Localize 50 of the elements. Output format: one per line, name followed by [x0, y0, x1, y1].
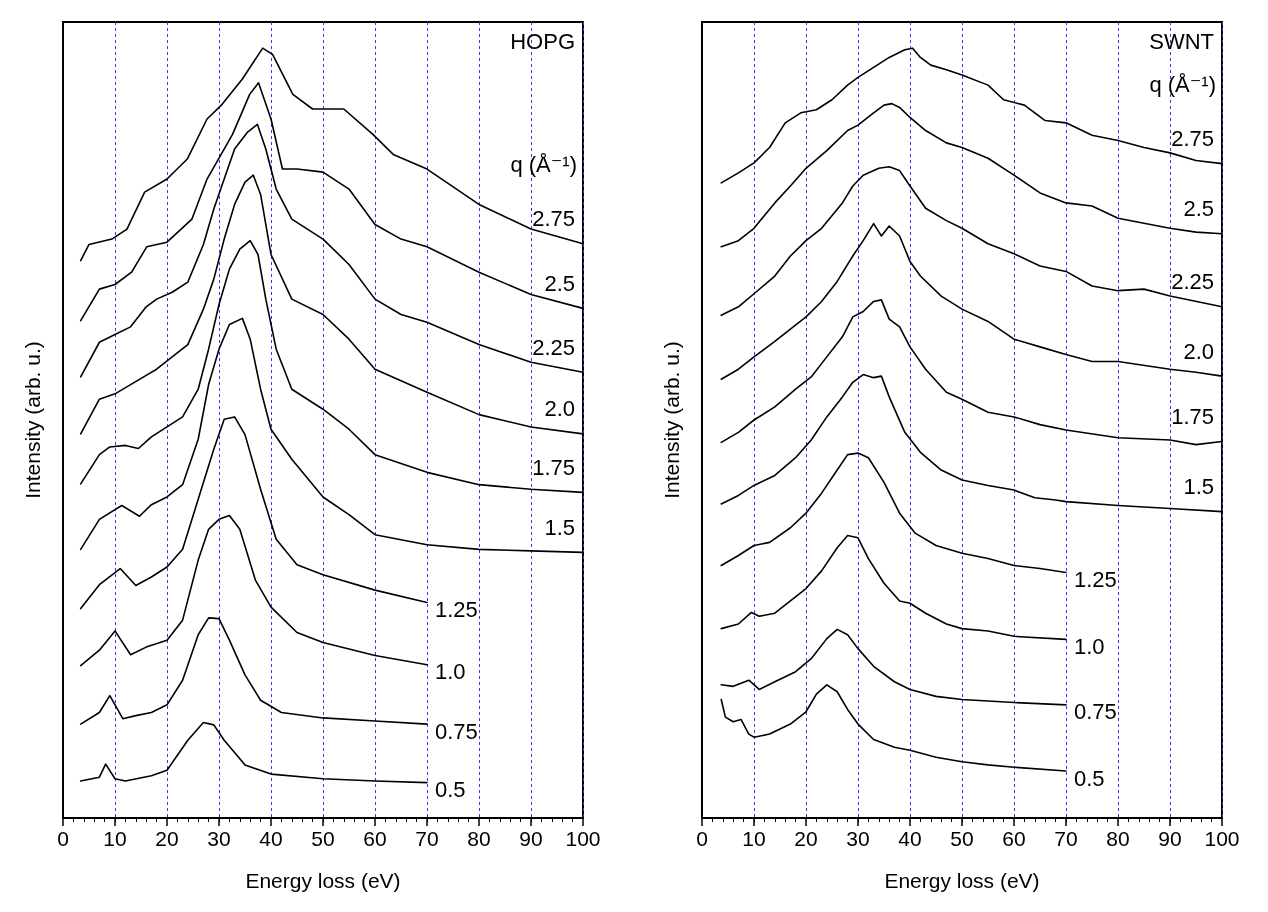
- x-tick-label: 80: [467, 827, 491, 850]
- series-label: 2.0: [1183, 338, 1214, 364]
- x-tick-label: 90: [519, 827, 543, 850]
- series-label: 2.5: [1183, 196, 1214, 222]
- series-label: 1.25: [435, 596, 478, 622]
- x-tick-label: 100: [565, 827, 601, 850]
- series-label: 1.5: [1183, 474, 1214, 500]
- x-tick-label: 40: [259, 827, 283, 850]
- series-label: 0.5: [1074, 765, 1105, 791]
- x-tick-label: 20: [155, 827, 179, 850]
- x-tick-label: 40: [898, 827, 922, 850]
- x-tick-label: 80: [1106, 827, 1130, 850]
- legend-title: q (Å⁻¹): [510, 152, 578, 178]
- x-tick-label: 70: [1054, 827, 1078, 850]
- x-tick-label: 30: [207, 827, 231, 850]
- series-label: 1.75: [1171, 404, 1214, 430]
- x-tick-label: 60: [363, 827, 387, 850]
- x-tick-label: 30: [846, 827, 870, 850]
- chart-title: SWNT: [1149, 28, 1214, 54]
- x-axis-title: Energy loss (eV): [245, 869, 401, 892]
- series-label: 0.5: [435, 777, 466, 803]
- x-axis-title: Energy loss (eV): [884, 869, 1040, 892]
- series-label: 2.25: [1171, 269, 1214, 295]
- series-label: 1.5: [544, 514, 575, 540]
- x-tick-label: 10: [103, 827, 127, 850]
- series-label: 0.75: [435, 718, 478, 744]
- y-axis-title: Intensity (arb. u.): [660, 341, 683, 499]
- x-tick-label: 50: [311, 827, 335, 850]
- series-label: 1.0: [435, 659, 466, 685]
- series-label: 0.75: [1074, 699, 1117, 725]
- x-tick-label: 10: [742, 827, 766, 850]
- series-label: 1.75: [532, 454, 575, 480]
- x-tick-label: 0: [57, 827, 69, 850]
- x-tick-label: 60: [1002, 827, 1026, 850]
- series-label: 2.5: [544, 270, 575, 296]
- y-axis-title: Intensity (arb. u.): [21, 341, 44, 499]
- series-label: 2.0: [544, 396, 575, 422]
- x-tick-label: 0: [696, 827, 708, 850]
- x-tick-label: 50: [950, 827, 974, 850]
- chart-title: HOPG: [510, 28, 576, 54]
- series-label: 2.25: [532, 334, 575, 360]
- x-tick-label: 90: [1158, 827, 1182, 850]
- x-tick-label: 70: [415, 827, 439, 850]
- x-tick-label: 100: [1204, 827, 1240, 850]
- series-label: 2.75: [1171, 126, 1214, 152]
- x-tick-label: 20: [794, 827, 818, 850]
- legend-title: q (Å⁻¹): [1149, 72, 1217, 98]
- series-label: 2.75: [532, 206, 575, 232]
- series-label: 1.0: [1074, 633, 1105, 659]
- series-label: 1.25: [1074, 566, 1117, 592]
